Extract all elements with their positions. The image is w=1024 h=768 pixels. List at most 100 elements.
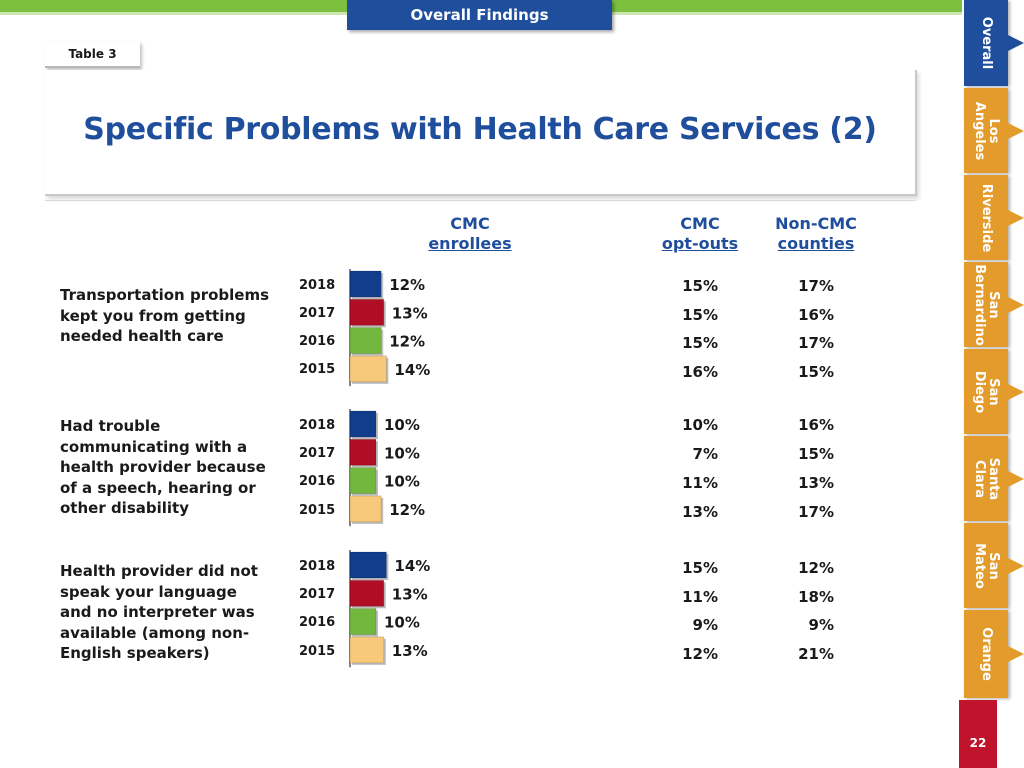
- sidebar-item-label: Riverside: [979, 183, 994, 252]
- bar-2017: [349, 438, 377, 466]
- sidebar-item-san-diego[interactable]: San Diego: [964, 349, 1024, 434]
- year-label: 2018: [299, 418, 336, 433]
- optout-value: 15%: [682, 306, 718, 324]
- year-label: 2015: [299, 503, 336, 518]
- sidebar-item-label-2: Clara: [972, 459, 987, 498]
- column-header-cmc-optouts-line1: CMC: [680, 214, 720, 233]
- separator-line: [45, 200, 915, 201]
- sidebar-item-los-angeles[interactable]: Los Angeles: [964, 88, 1024, 173]
- optout-value: 11%: [682, 474, 718, 492]
- column-header-noncmc: Non-CMC counties: [746, 214, 886, 254]
- sidebar-item-san-bernardino[interactable]: San Bernardino: [964, 262, 1024, 347]
- sidebar-item-san-mateo[interactable]: San Mateo: [964, 523, 1024, 608]
- bar-value-label: 13%: [392, 304, 428, 322]
- noncmc-value: 17%: [798, 503, 834, 521]
- noncmc-value: 16%: [798, 416, 834, 434]
- year-label: 2016: [299, 615, 336, 630]
- year-label: 2017: [299, 446, 336, 461]
- table-label-tab: Table 3: [45, 42, 140, 68]
- bar-2015: [349, 636, 385, 664]
- noncmc-value: 18%: [798, 588, 834, 606]
- question-label-transportation: Transportation problems kept you from ge…: [60, 286, 270, 345]
- sidebar-item-label: San: [986, 377, 1001, 406]
- sidebar-item-label-2: Diego: [972, 370, 987, 413]
- noncmc-value: 13%: [798, 474, 834, 492]
- sidebar-item-orange[interactable]: Orange: [964, 610, 1024, 698]
- bar-value-label: 10%: [384, 614, 420, 632]
- page-title: Specific Problems with Health Care Servi…: [83, 112, 877, 147]
- noncmc-value: 9%: [808, 616, 834, 634]
- bar-value-label: 10%: [384, 416, 420, 434]
- sidebar-item-label: San: [986, 290, 1001, 319]
- bar-value-label: 10%: [384, 444, 420, 462]
- bar-2018: [349, 270, 382, 298]
- noncmc-value: 12%: [798, 559, 834, 577]
- bar-2017: [349, 298, 385, 326]
- optout-value: 16%: [682, 363, 718, 381]
- bar-2016: [349, 467, 377, 495]
- bar-2017: [349, 579, 385, 607]
- bar-2015: [349, 355, 387, 383]
- question-label-communication: Had trouble communicating with a health …: [60, 417, 266, 517]
- year-label: 2017: [299, 306, 336, 321]
- sidebar-item-label: Santa: [986, 457, 1001, 500]
- year-label: 2015: [299, 362, 336, 377]
- noncmc-value: 21%: [798, 645, 834, 663]
- page-number-block: [959, 700, 997, 768]
- question-label-language: Health provider did not speak your langu…: [60, 562, 258, 662]
- bar-value-label: 14%: [394, 361, 430, 379]
- bar-2016: [349, 327, 382, 355]
- bar-value-label: 13%: [392, 642, 428, 660]
- column-header-cmc-optouts: CMC opt-outs: [630, 214, 770, 254]
- bar-2016: [349, 608, 377, 636]
- column-header-noncmc-line2: counties: [777, 234, 855, 253]
- sidebar-item-label: San: [986, 551, 1001, 580]
- optout-value: 13%: [682, 503, 718, 521]
- optout-value: 15%: [682, 559, 718, 577]
- year-label: 2018: [299, 278, 336, 293]
- sidebar-item-riverside[interactable]: Riverside: [964, 175, 1024, 260]
- sidebar-item-label: Los: [986, 118, 1001, 143]
- sidebar-item-overall[interactable]: Overall: [964, 0, 1024, 86]
- bar-value-label: 13%: [392, 585, 428, 603]
- noncmc-value: 15%: [798, 445, 834, 463]
- sidebar-item-label-2: Bernardino: [972, 263, 987, 346]
- year-label: 2018: [299, 559, 336, 574]
- county-sidebar: Overall Los Angeles Riverside San Bernardi…: [959, 0, 1024, 768]
- title-panel: [45, 70, 917, 196]
- cmc-enrollees-bar-chart: 12% 13% 12% 14% 10% 10% 10% 12% 14% 13% 10% 13%: [349, 269, 430, 668]
- noncmc-value: 17%: [798, 334, 834, 352]
- sidebar-item-label-2: Mateo: [972, 542, 987, 589]
- optout-value: 9%: [692, 616, 718, 634]
- optout-value: 12%: [682, 645, 718, 663]
- bar-value-label: 14%: [394, 557, 430, 575]
- year-label: 2016: [299, 474, 336, 489]
- bar-2018: [349, 410, 377, 438]
- column-header-cmc-enrollees: CMC enrollees: [400, 214, 540, 254]
- sidebar-item-label-2: Angeles: [972, 101, 987, 160]
- bar-value-label: 12%: [389, 276, 425, 294]
- column-header-cmc-enrollees-line2: enrollees: [428, 234, 512, 253]
- page-number: 22: [969, 736, 987, 750]
- sidebar-item-label: Overall: [979, 16, 994, 70]
- bar-value-label: 12%: [389, 501, 425, 519]
- bar-value-label: 12%: [389, 333, 425, 351]
- optout-value: 10%: [682, 416, 718, 434]
- optout-value: 15%: [682, 334, 718, 352]
- optout-value: 11%: [682, 588, 718, 606]
- section-tab-overall-findings[interactable]: Overall Findings: [347, 0, 612, 30]
- column-header-noncmc-line1: Non-CMC: [775, 214, 857, 233]
- noncmc-value: 15%: [798, 363, 834, 381]
- year-label: 2016: [299, 334, 336, 349]
- bar-2015: [349, 495, 382, 523]
- sidebar-item-label: Orange: [979, 627, 994, 681]
- bar-2018: [349, 551, 387, 579]
- bar-value-label: 10%: [384, 473, 420, 491]
- optout-value: 15%: [682, 277, 718, 295]
- sidebar-item-santa-clara[interactable]: Santa Clara: [964, 436, 1024, 521]
- noncmc-value: 16%: [798, 306, 834, 324]
- column-header-cmc-enrollees-line1: CMC: [450, 214, 490, 233]
- optout-value: 7%: [692, 445, 718, 463]
- noncmc-value: 17%: [798, 277, 834, 295]
- year-label: 2015: [299, 644, 336, 659]
